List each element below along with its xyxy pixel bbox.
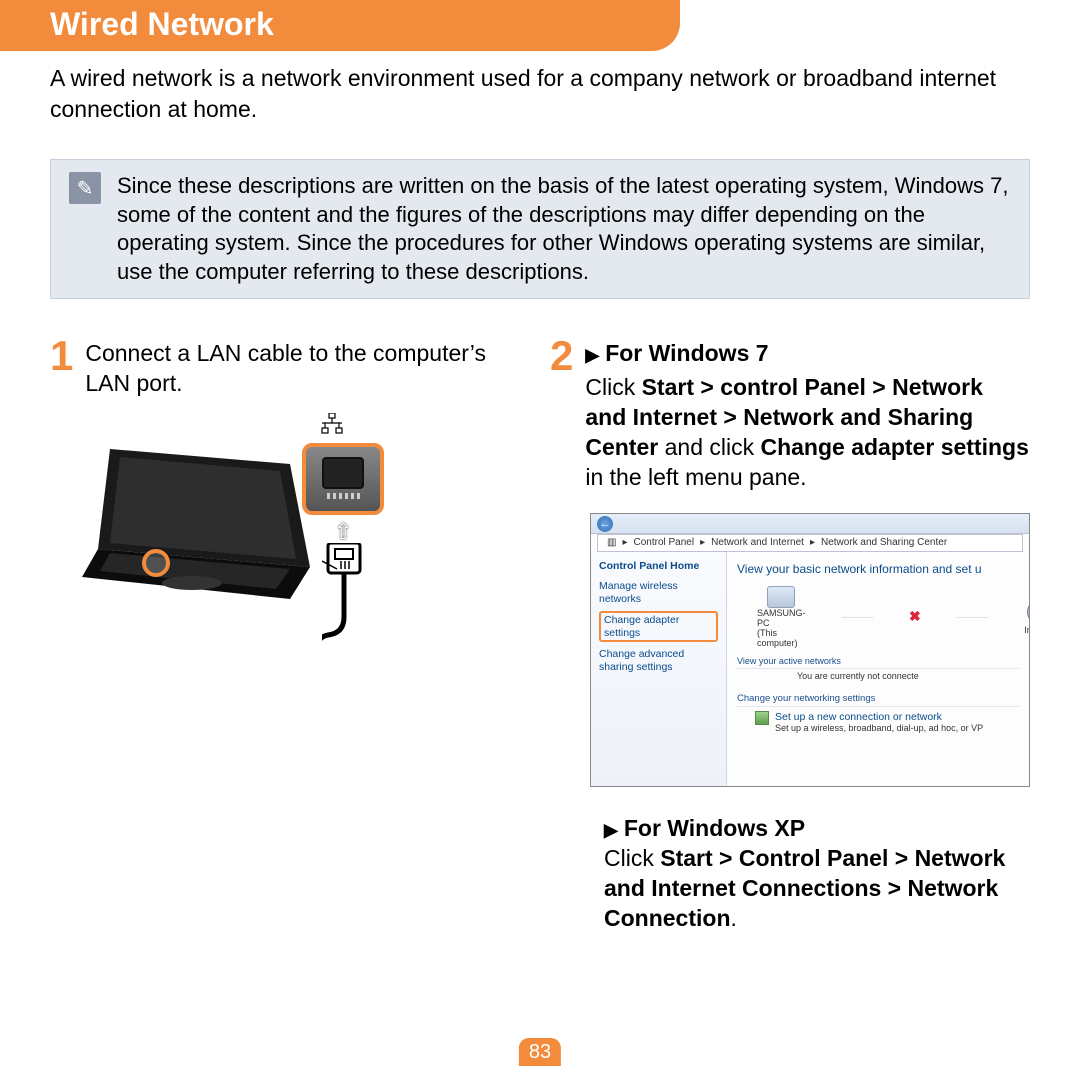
breadcrumb-1[interactable]: Network and Internet xyxy=(711,537,804,548)
step-2-body: ▶For Windows 7 Click Start > control Pan… xyxy=(585,335,1030,492)
line-dash: ——— xyxy=(957,611,989,623)
ss-sidebar: Control Panel Home Manage wireless netwo… xyxy=(591,552,727,786)
highlighted-link[interactable]: Change adapter settings xyxy=(599,611,718,642)
two-column-layout: 1 Connect a LAN cable to the computer’s … xyxy=(0,335,1080,933)
step-1-number: 1 xyxy=(50,335,73,399)
winxp-heading: ▶For Windows XP xyxy=(604,815,1030,842)
breadcrumb-icon: ▥ xyxy=(607,537,616,548)
internet-icon: Internet xyxy=(1024,599,1029,635)
sidebar-link-adapter[interactable]: Change adapter settings xyxy=(599,611,718,642)
breadcrumb-2[interactable]: Network and Sharing Center xyxy=(821,537,947,548)
lan-cable-plug xyxy=(322,543,382,668)
back-button-icon[interactable]: ← xyxy=(597,516,613,532)
breadcrumb[interactable]: ▥ ▸ Control Panel ▸ Network and Internet… xyxy=(597,534,1023,552)
new-connection-desc: Set up a wireless, broadband, dial-up, a… xyxy=(775,723,983,733)
win7-heading: ▶For Windows 7 xyxy=(585,339,1030,369)
step-1-text: Connect a LAN cable to the computer’s LA… xyxy=(85,335,520,399)
pc-icon: SAMSUNG-PC (This computer) xyxy=(757,586,806,648)
ss-titlebar: ← xyxy=(591,514,1029,534)
lan-port-icon xyxy=(320,413,344,437)
lan-port-callout xyxy=(302,443,384,515)
triangle-right-icon: ▶ xyxy=(604,820,618,840)
line-dash: ——— xyxy=(842,611,874,623)
left-column: 1 Connect a LAN cable to the computer’s … xyxy=(50,335,520,933)
pencil-note-icon: ✎ xyxy=(69,172,101,204)
active-networks-label: View your active networks xyxy=(737,656,1019,666)
sidebar-link-sharing[interactable]: Change advanced sharing settings xyxy=(599,648,718,673)
change-settings-label: Change your networking settings xyxy=(737,693,1019,704)
winxp-instructions: Click Start > Control Panel > Network an… xyxy=(604,844,1030,934)
new-connection-icon xyxy=(755,711,769,725)
sidebar-title: Control Panel Home xyxy=(599,560,718,572)
right-column: 2 ▶For Windows 7 Click Start > control P… xyxy=(550,335,1030,933)
page-title: Wired Network xyxy=(50,6,274,42)
disconnected-x-icon: ✖ xyxy=(909,608,921,625)
ss-main-title: View your basic network information and … xyxy=(737,562,1019,576)
step-2-number: 2 xyxy=(550,335,573,492)
breadcrumb-0[interactable]: Control Panel xyxy=(633,537,694,548)
triangle-right-icon: ▶ xyxy=(585,345,599,365)
active-networks-status: You are currently not connecte xyxy=(737,671,1019,681)
network-diagram: SAMSUNG-PC (This computer) ——— ✖ ——— Int… xyxy=(737,586,1019,648)
note-box: ✎ Since these descriptions are written o… xyxy=(50,159,1030,299)
sidebar-link-wireless[interactable]: Manage wireless networks xyxy=(599,580,718,605)
control-panel-screenshot: ← ▥ ▸ Control Panel ▸ Network and Intern… xyxy=(590,513,1030,787)
winxp-block: ▶For Windows XP Click Start > Control Pa… xyxy=(550,815,1030,934)
ss-main-panel: View your basic network information and … xyxy=(727,552,1029,786)
up-arrow-icon: ⇧ xyxy=(334,519,352,545)
ss-body: Control Panel Home Manage wireless netwo… xyxy=(591,552,1029,786)
step-1: 1 Connect a LAN cable to the computer’s … xyxy=(50,335,520,399)
intro-text: A wired network is a network environment… xyxy=(0,51,1080,145)
laptop-illustration xyxy=(80,449,320,609)
setup-new-connection[interactable]: Set up a new connection or network Set u… xyxy=(755,711,1019,733)
page-title-tab: Wired Network xyxy=(0,0,680,51)
note-text: Since these descriptions are written on … xyxy=(117,172,1011,286)
win7-instructions: Click Start > control Panel > Network an… xyxy=(585,373,1030,493)
laptop-figure: ⇧ xyxy=(80,419,440,679)
page-number: 83 xyxy=(519,1038,561,1066)
new-connection-title[interactable]: Set up a new connection or network xyxy=(775,711,983,723)
step-2: 2 ▶For Windows 7 Click Start > control P… xyxy=(550,335,1030,492)
